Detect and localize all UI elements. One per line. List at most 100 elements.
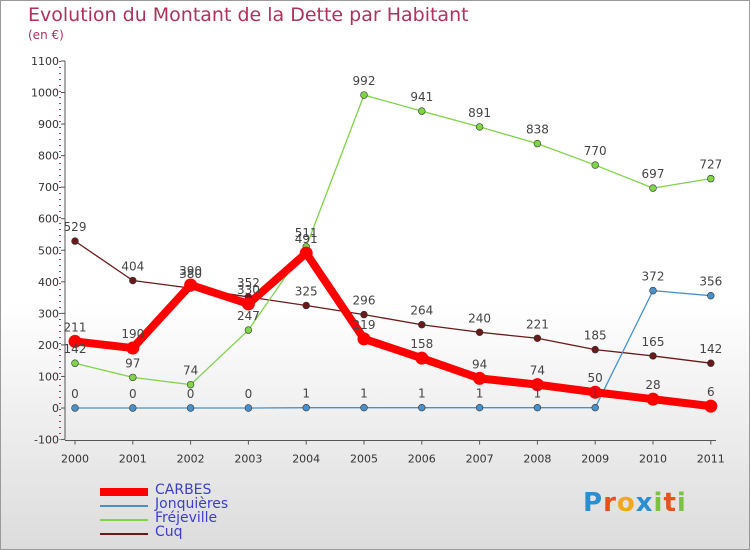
x-tick-label: 2008: [523, 453, 551, 466]
data-point: [530, 378, 544, 392]
x-tick-label: 2004: [292, 453, 320, 466]
y-tick-label: 0: [52, 402, 59, 415]
data-point: [418, 403, 426, 412]
data-label: 325: [295, 284, 318, 298]
data-point: [588, 385, 602, 399]
data-label: 158: [410, 337, 433, 351]
legend-label: Jonquières: [155, 496, 229, 512]
data-label: 380: [179, 267, 202, 281]
series-lines: [74, 94, 712, 411]
data-label: 838: [526, 123, 549, 137]
data-label: 352: [237, 276, 260, 290]
x-tick-label: 2009: [581, 453, 609, 466]
data-label: 28: [645, 378, 660, 392]
y-tick-label: 300: [38, 307, 59, 320]
data-point: [415, 351, 429, 365]
data-label: 221: [526, 317, 549, 331]
data-point: [129, 373, 137, 382]
legend-label: Cuq: [155, 524, 183, 540]
data-label: 1: [302, 387, 310, 401]
data-point: [71, 404, 79, 412]
legend-item: Fréjeville: [100, 510, 300, 526]
data-point: [475, 328, 484, 336]
data-point: [299, 246, 313, 260]
data-point: [533, 334, 542, 342]
data-label: 1: [476, 387, 484, 401]
x-tick-label: 2001: [119, 453, 147, 466]
data-point: [475, 123, 484, 131]
data-label: 1: [534, 387, 542, 401]
data-label: 529: [64, 220, 87, 234]
chart-title: Evolution du Montant de la Dette par Hab…: [28, 4, 469, 26]
legend-item: Cuq: [100, 524, 300, 540]
data-label: 727: [699, 158, 722, 172]
data-label: 50: [588, 371, 603, 385]
data-label: 74: [183, 364, 198, 378]
data-point: [649, 184, 657, 192]
data-point: [418, 321, 426, 329]
y-tick-label: 800: [38, 150, 59, 163]
legend-label: CARBES: [155, 482, 212, 498]
data-point: [126, 341, 140, 355]
data-label: 390: [179, 264, 202, 278]
data-label: 0: [129, 387, 137, 401]
data-label: 992: [353, 74, 376, 88]
y-tick-label: 700: [38, 181, 59, 194]
y-tick-label: 1100: [31, 55, 59, 68]
data-label: 94: [472, 357, 487, 371]
series-line-1: [75, 289, 711, 409]
axes: -100010020030040050060070080090010001100…: [31, 55, 725, 466]
data-point: [360, 310, 368, 319]
data-point: [533, 139, 542, 148]
data-point: [186, 404, 195, 412]
legend-swatch: [100, 505, 148, 507]
data-label: 240: [468, 311, 491, 325]
y-tick-label: -100: [34, 434, 59, 447]
data-labels: 529 404 380 352 325 296 264 240 221 185 165 142 142 9…: [64, 74, 723, 401]
data-label: 6: [707, 385, 715, 399]
y-tick-label: 1000: [31, 87, 59, 100]
data-label: 211: [64, 320, 87, 334]
legend-swatch: [100, 488, 148, 496]
x-tick-label: 2011: [697, 453, 725, 466]
series-line-0: [74, 249, 712, 411]
data-point: [533, 403, 542, 412]
logo-letter: r: [603, 488, 617, 518]
data-label: 247: [237, 309, 260, 323]
data-label: 0: [187, 387, 195, 401]
data-label: 941: [410, 90, 433, 104]
data-label: 1: [360, 387, 368, 401]
x-tick-label: 2005: [350, 453, 378, 466]
data-point: [244, 404, 253, 412]
x-tick-label: 2007: [466, 453, 494, 466]
x-tick-label: 2000: [61, 453, 89, 466]
data-point: [71, 359, 79, 367]
data-point: [241, 297, 255, 311]
logo-letter: t: [663, 488, 677, 518]
data-label: 74: [530, 364, 545, 378]
data-label: 356: [699, 275, 722, 289]
data-point: [707, 174, 715, 183]
data-point: [649, 352, 657, 360]
data-point: [591, 345, 599, 354]
data-label: 1: [418, 387, 426, 401]
data-point: [302, 403, 310, 412]
legend-item: CARBES: [100, 482, 300, 498]
data-point: [707, 359, 715, 367]
logo-letter: i: [676, 488, 687, 518]
data-label: 770: [584, 144, 607, 158]
y-tick-label: 600: [38, 213, 59, 226]
logo-letter: o: [616, 488, 636, 518]
data-label: 0: [71, 387, 79, 401]
legend-swatch: [100, 533, 148, 535]
data-point: [704, 399, 718, 413]
data-label: 142: [699, 342, 722, 356]
data-point: [591, 161, 599, 169]
data-point: [71, 237, 79, 245]
data-point: [357, 332, 371, 346]
y-tick-label: 100: [38, 370, 59, 383]
y-tick-label: 200: [38, 339, 59, 352]
data-point: [302, 301, 310, 310]
proxiti-logo: Proxiti: [583, 488, 687, 518]
